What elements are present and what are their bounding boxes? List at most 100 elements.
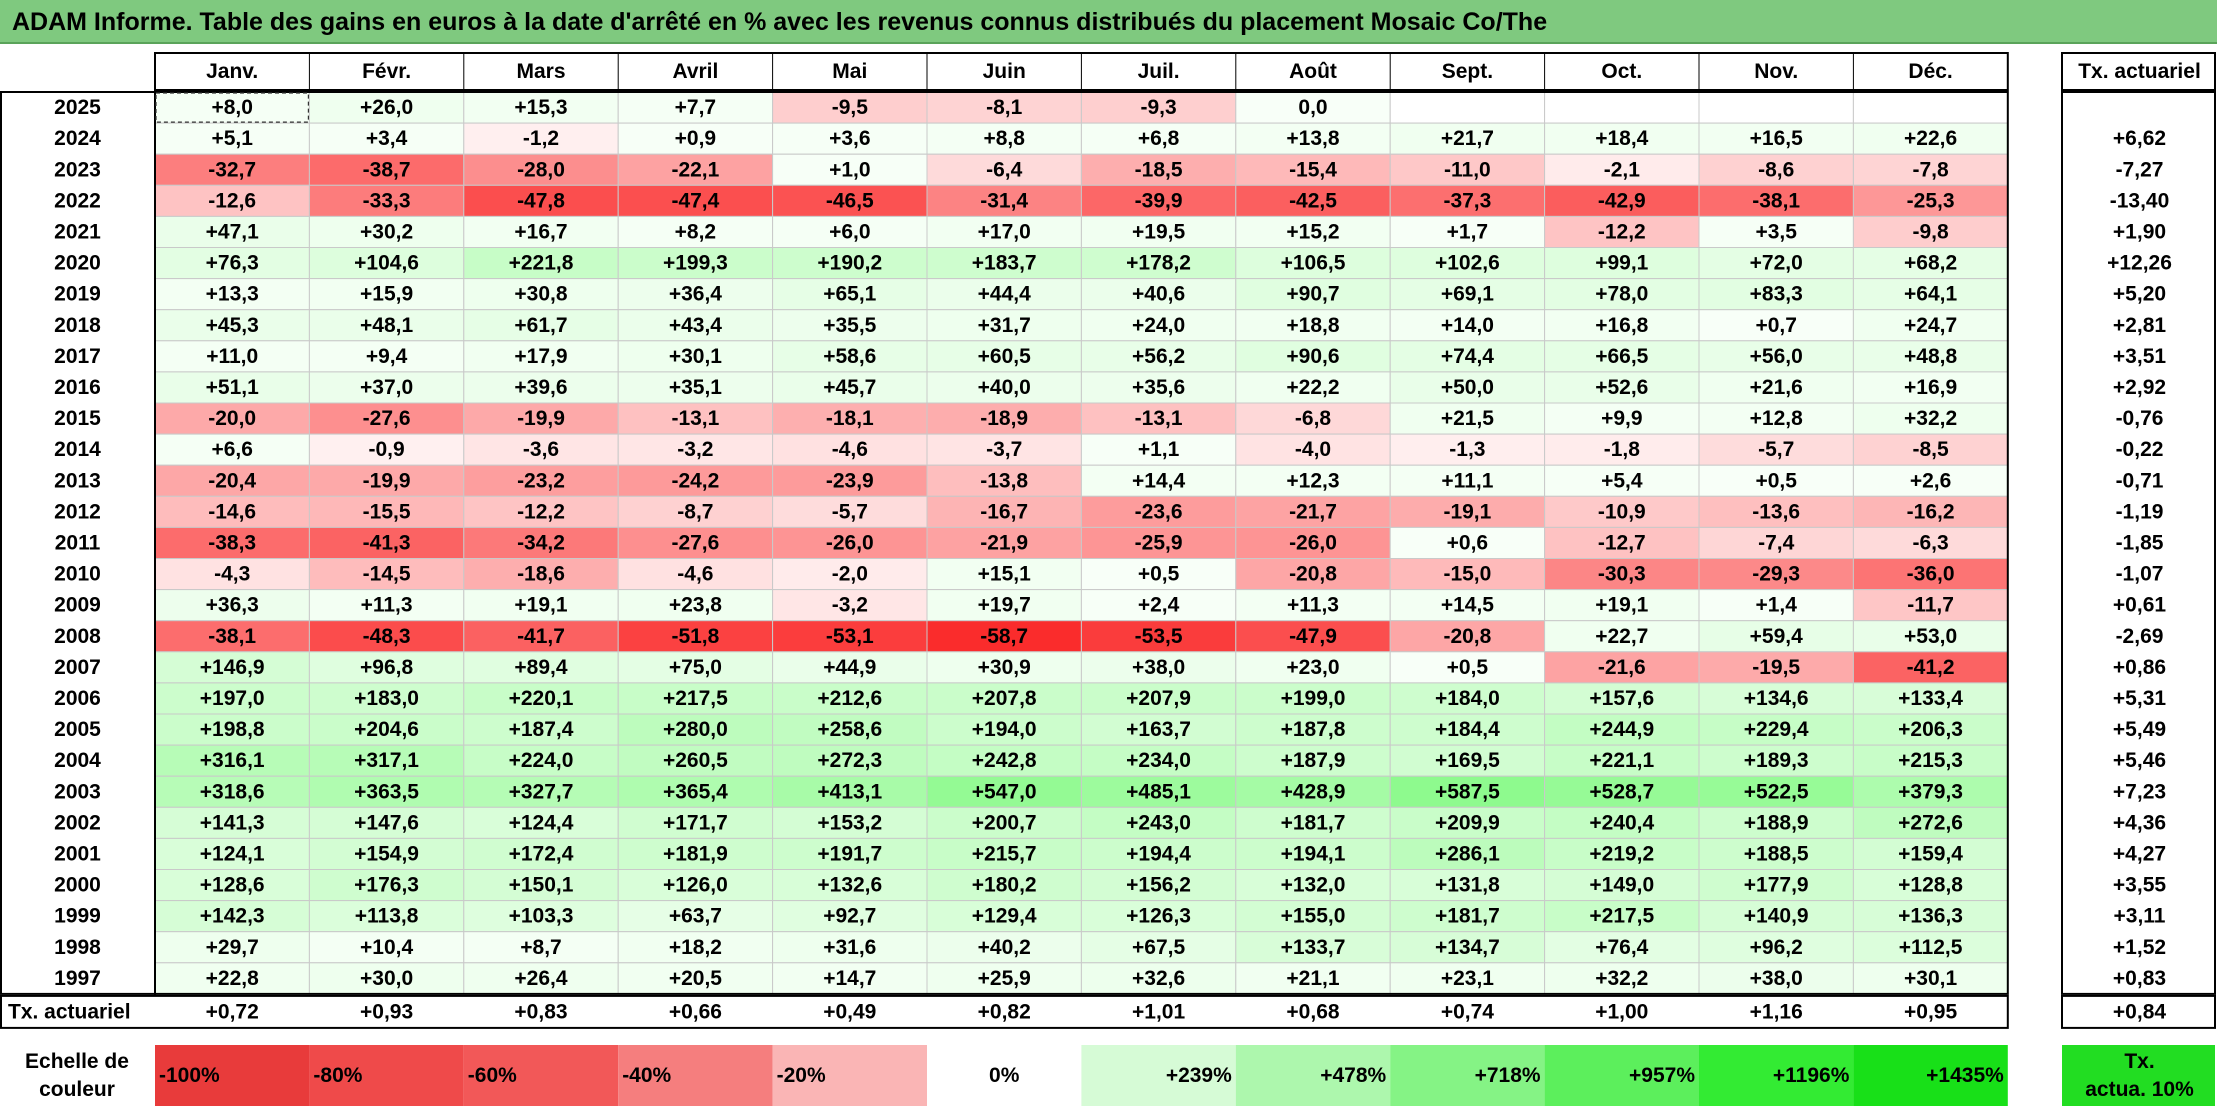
row-rate: +3,51 xyxy=(2113,345,2166,368)
row-year-label: 2025 xyxy=(54,96,101,119)
cell-value: +189,3 xyxy=(1744,749,1809,772)
row-year-label: 1998 xyxy=(54,936,101,959)
cell-value: -24,2 xyxy=(671,469,719,492)
cell-value: +17,0 xyxy=(978,220,1031,243)
cell-value: -6,8 xyxy=(1295,407,1332,430)
heatmap-cell xyxy=(308,464,465,497)
heatmap-cell xyxy=(463,806,619,839)
cell-value: +317,1 xyxy=(354,749,419,772)
cell-value: +1,0 xyxy=(829,158,870,181)
cell-value: +102,6 xyxy=(1435,252,1500,275)
cell-value: +23,1 xyxy=(1441,967,1494,990)
cell-value: +183,7 xyxy=(972,252,1037,275)
cell-value: +229,4 xyxy=(1744,718,1809,741)
heatmap-cell xyxy=(1852,744,2009,777)
heatmap-cell xyxy=(1698,620,1854,653)
cell-value: +6,8 xyxy=(1138,127,1180,150)
legend-item-label: 0% xyxy=(989,1064,1020,1087)
cell-value: -18,5 xyxy=(1135,158,1183,181)
heatmap-cell xyxy=(617,651,774,684)
cell-value: +30,1 xyxy=(1904,967,1957,990)
cell-value: -37,3 xyxy=(1443,189,1491,212)
footer-value: +1,16 xyxy=(1750,1000,1803,1023)
heatmap-cell xyxy=(617,91,774,124)
heatmap-cell xyxy=(926,247,1082,280)
heatmap-cell xyxy=(1080,744,1237,777)
heatmap-cell xyxy=(772,122,928,155)
cell-value: +522,5 xyxy=(1744,780,1809,803)
cell-value: +11,1 xyxy=(1441,469,1493,492)
legend-item-label: -40% xyxy=(622,1064,671,1087)
heatmap-cell xyxy=(463,589,619,622)
cell-value: +134,6 xyxy=(1744,687,1809,710)
cell-value: -47,4 xyxy=(671,189,719,212)
cell-value: +38,0 xyxy=(1750,967,1803,990)
cell-value: +112,5 xyxy=(1899,936,1963,959)
cell-value: +36,3 xyxy=(206,594,259,617)
cell-value: +19,1 xyxy=(1595,594,1648,617)
cell-value: +221,1 xyxy=(1589,749,1654,772)
heatmap-cell xyxy=(1235,247,1391,280)
cell-value: -13,1 xyxy=(671,407,719,430)
row-year-label: 2015 xyxy=(54,407,101,430)
legend-swatch xyxy=(772,1045,927,1106)
cell-value: +14,7 xyxy=(823,967,876,990)
cell-value: +18,8 xyxy=(1286,314,1339,337)
footer-label: Tx. actuariel xyxy=(8,1000,131,1023)
row-year-label: 2011 xyxy=(55,531,101,554)
legend-item-label: -20% xyxy=(777,1064,826,1087)
cell-value: +89,4 xyxy=(514,656,567,679)
cell-value: +327,7 xyxy=(509,780,574,803)
cell-value: +124,1 xyxy=(200,842,265,865)
cell-value: -6,3 xyxy=(1913,531,1949,554)
heatmap-cell xyxy=(308,371,465,404)
cell-value: -25,3 xyxy=(1907,189,1955,212)
cell-value: +6,6 xyxy=(211,438,252,461)
heatmap-cell xyxy=(1080,837,1237,871)
cell-value: -2,0 xyxy=(832,563,868,586)
heatmap-cell xyxy=(1852,869,2009,902)
cell-value: +40,2 xyxy=(978,936,1031,959)
heatmap-cell xyxy=(154,153,310,186)
cell-value: +286,1 xyxy=(1435,842,1500,865)
cell-value: -20,4 xyxy=(208,469,256,492)
cell-value: +140,9 xyxy=(1744,905,1809,928)
cell-value: +7,7 xyxy=(675,96,716,119)
cell-value: +44,9 xyxy=(823,656,876,679)
cell-value: -15,0 xyxy=(1443,563,1491,586)
cell-value: -46,5 xyxy=(826,189,874,212)
heatmap-cell xyxy=(463,962,619,995)
row-rate: -1,19 xyxy=(2116,500,2164,523)
heatmap-cell xyxy=(308,682,465,715)
cell-value: +0,5 xyxy=(1447,656,1489,679)
heatmap-cell xyxy=(1235,433,1391,466)
cell-value: +413,1 xyxy=(817,780,882,803)
cell-value: +180,2 xyxy=(972,874,1037,897)
legend-label: Echelle de xyxy=(25,1050,129,1073)
cell-value: +32,2 xyxy=(1595,967,1648,990)
cell-value: +244,9 xyxy=(1589,718,1654,741)
cell-value: +37,0 xyxy=(360,376,413,399)
cell-value: +72,0 xyxy=(1750,252,1803,275)
heatmap-cell xyxy=(463,122,619,155)
row-year-label: 2010 xyxy=(54,563,101,586)
cell-value: -20,8 xyxy=(1289,563,1337,586)
cell-value: +12,8 xyxy=(1750,407,1803,430)
cell-value: +199,3 xyxy=(663,252,728,275)
heatmap-cell xyxy=(1235,931,1391,964)
heatmap-cell xyxy=(1389,371,1546,404)
cell-value: +181,9 xyxy=(663,842,728,865)
cell-value: +76,4 xyxy=(1595,936,1648,959)
heatmap-cell xyxy=(617,682,774,715)
heatmap-cell xyxy=(926,215,1082,248)
heatmap-cell xyxy=(1698,371,1854,404)
cell-value: +43,4 xyxy=(669,314,722,337)
cell-value: +199,0 xyxy=(1281,687,1346,710)
cell-value: +13,8 xyxy=(1286,127,1339,150)
heatmap-cell xyxy=(1544,340,1700,373)
cell-value: -19,1 xyxy=(1443,500,1491,523)
footer-row xyxy=(0,994,2009,1029)
row-rate: -13,40 xyxy=(2110,189,2170,212)
cell-value: +35,1 xyxy=(669,376,722,399)
cell-value: -12,7 xyxy=(1598,531,1646,554)
